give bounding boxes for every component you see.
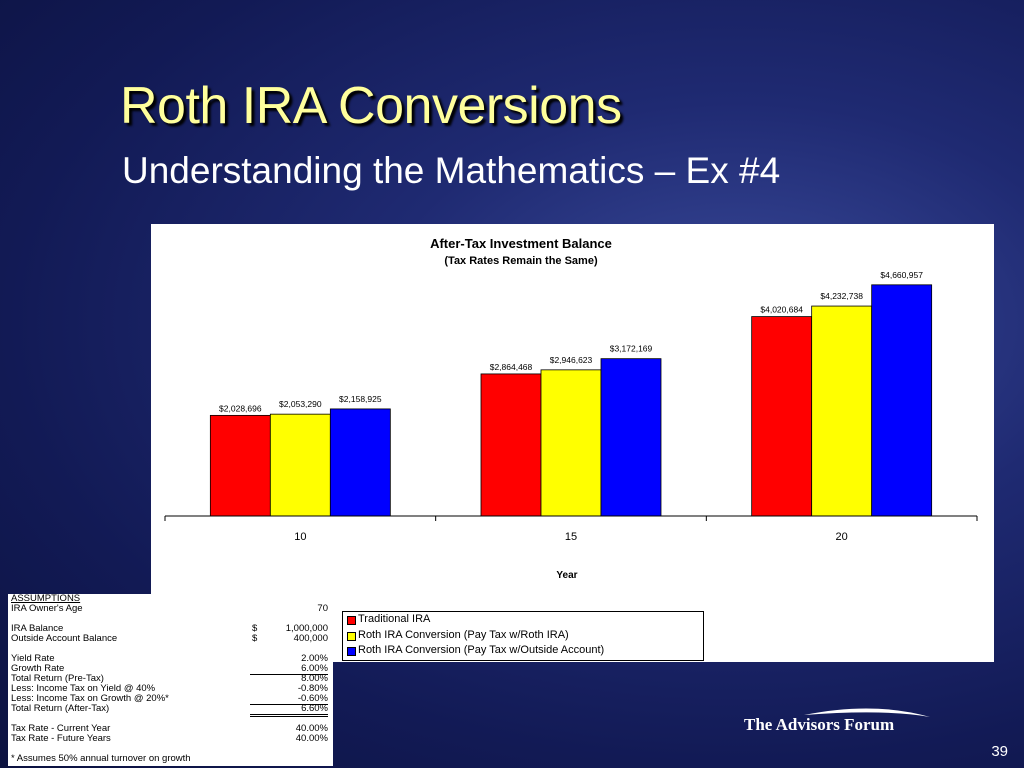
assumption-value: 1,000,000 <box>285 623 328 634</box>
assumption-value: 40.00% <box>295 733 328 744</box>
logo-text: The Advisors Forum <box>744 715 895 734</box>
data-label: $2,946,623 <box>550 355 593 365</box>
data-label: $4,020,684 <box>760 305 803 315</box>
assumption-label: Tax Rate - Future Years <box>11 733 111 744</box>
assumption-currency: $ <box>252 633 258 644</box>
bar <box>751 316 813 517</box>
legend-swatch <box>347 616 356 625</box>
assumption-row: Outside Account Balance $ 400,000 <box>8 634 333 644</box>
assumption-label: Less: Income Tax on Yield @ 40% <box>11 683 156 694</box>
assumption-value: 400,000 <box>293 633 328 644</box>
assumption-value: -0.60% <box>250 694 328 705</box>
bar <box>329 408 391 517</box>
chart-legend: Traditional IRA Roth IRA Conversion (Pay… <box>342 611 704 661</box>
assumption-label: Total Return (Pre-Tax) <box>11 673 104 684</box>
legend-swatch <box>347 647 356 656</box>
legend-item-traditional-ira: Traditional IRA <box>343 612 703 628</box>
assumption-value: 2.00% <box>301 653 328 664</box>
assumption-label: IRA Balance <box>11 623 64 634</box>
assumption-row: Tax Rate - Current Year 40.00% <box>8 724 333 734</box>
assumption-label: Yield Rate <box>11 653 55 664</box>
assumption-label: Less: Income Tax on Growth @ 20%* <box>11 693 169 704</box>
bar <box>209 414 271 517</box>
data-label: $3,172,169 <box>610 344 653 354</box>
data-label: $4,232,738 <box>820 291 863 301</box>
x-axis-label: Year <box>556 570 577 581</box>
assumption-label: Growth Rate <box>11 663 65 674</box>
assumption-label: Total Return (After-Tax) <box>11 703 110 714</box>
assumption-value: 8.00% <box>301 673 328 684</box>
bar <box>811 305 873 517</box>
bar <box>269 413 331 517</box>
data-label: $2,864,468 <box>490 362 533 372</box>
assumption-value: 70 <box>317 603 328 614</box>
assumption-value: 40.00% <box>295 723 328 734</box>
chart-subtitle: (Tax Rates Remain the Same) <box>444 255 598 267</box>
assumption-row: Total Return (After-Tax) 6.60% <box>8 703 333 717</box>
bar <box>540 369 602 517</box>
chart-panel: After-Tax Investment Balance (Tax Rates … <box>151 224 994 662</box>
assumption-row: Less: Income Tax on Growth @ 20%* -0.60% <box>8 693 333 705</box>
bar <box>480 373 542 517</box>
x-tick-label: 15 <box>565 531 577 543</box>
assumption-value: 6.60% <box>250 704 328 717</box>
x-tick-label: 10 <box>294 531 306 543</box>
assumption-row: Tax Rate - Future Years 40.00% <box>8 734 333 744</box>
legend-item-roth-pay-tax-outside: Roth IRA Conversion (Pay Tax w/Outside A… <box>343 643 703 659</box>
assumption-label: IRA Owner's Age <box>11 603 83 614</box>
assumptions-header: ASSUMPTIONS <box>11 593 81 604</box>
assumption-row: Less: Income Tax on Yield @ 40% -0.80% <box>8 684 333 694</box>
assumptions-table: ASSUMPTIONS IRA Owner's Age 70 IRA Balan… <box>8 594 333 766</box>
assumption-row: Growth Rate 6.00% <box>8 663 333 675</box>
assumption-currency: $ <box>252 623 258 634</box>
advisors-forum-logo: The Advisors Forum <box>744 703 944 743</box>
assumption-value: -0.80% <box>297 683 328 694</box>
x-tick-label: 20 <box>836 531 848 543</box>
assumption-row: IRA Owner's Age 70 <box>8 604 333 614</box>
legend-swatch <box>347 631 356 641</box>
bar-chart: After-Tax Investment Balance (Tax Rates … <box>164 236 978 581</box>
data-label: $2,158,925 <box>339 394 382 404</box>
chart-title: After-Tax Investment Balance <box>430 236 612 251</box>
assumptions-footnote: * Assumes 50% annual turnover on growth <box>11 753 191 764</box>
legend-label: Roth IRA Conversion (Pay Tax w/Roth IRA) <box>358 628 569 641</box>
assumption-label: Tax Rate - Current Year <box>11 723 111 734</box>
bar <box>871 284 933 517</box>
legend-label: Roth IRA Conversion (Pay Tax w/Outside A… <box>358 644 605 656</box>
slide-title: Roth IRA Conversions <box>120 77 622 135</box>
legend-item-roth-pay-tax-roth: Roth IRA Conversion (Pay Tax w/Roth IRA) <box>343 628 703 644</box>
data-label: $4,660,957 <box>880 270 923 280</box>
assumption-value: 6.00% <box>250 664 328 675</box>
assumption-row: Total Return (Pre-Tax) 8.00% <box>8 674 333 684</box>
data-label: $2,028,696 <box>219 403 262 413</box>
legend-label: Traditional IRA <box>358 613 431 625</box>
page-number: 39 <box>991 743 1008 760</box>
assumption-row: Yield Rate 2.00% <box>8 654 333 664</box>
assumption-row: IRA Balance $ 1,000,000 <box>8 624 333 634</box>
slide-subtitle: Understanding the Mathematics – Ex #4 <box>122 150 781 191</box>
assumption-label: Outside Account Balance <box>11 633 118 644</box>
bar <box>600 358 662 517</box>
data-label: $2,053,290 <box>279 399 322 409</box>
logo-swoosh-icon <box>804 708 930 717</box>
